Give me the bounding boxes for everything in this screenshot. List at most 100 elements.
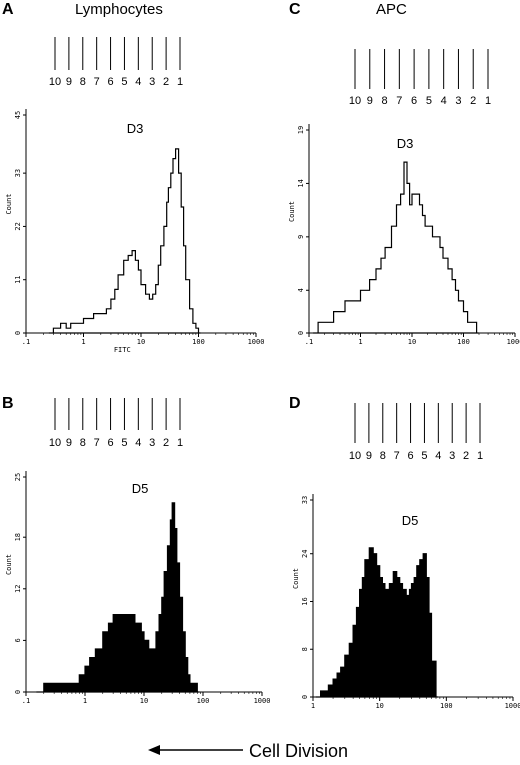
panel-c-division-label: 8 <box>381 95 387 107</box>
panel-c-division-label: 2 <box>470 95 476 107</box>
panel-d-division-label: 7 <box>394 450 400 462</box>
panel-d-y-tick-label: 0 <box>301 695 309 699</box>
panel-b-division-label: 9 <box>66 437 72 449</box>
panel-b-x-tick-label: 1 <box>83 697 87 705</box>
column-title-lymphocytes: Lymphocytes <box>75 1 163 18</box>
panel-b-x-tick-label: 100 <box>197 697 210 705</box>
panel-a-division-label: 4 <box>135 76 141 88</box>
column-title-apc: APC <box>376 1 407 18</box>
panel-a-y-tick-label: 0 <box>14 331 22 335</box>
panel-d-x-tick-label: 1 <box>311 702 315 710</box>
panel-d-x-tick-label: 1000 <box>505 702 520 710</box>
panel-d-y-tick-label: 33 <box>301 496 309 504</box>
panel-c-y-tick-label: 19 <box>297 126 305 134</box>
panel-c-division-label: 1 <box>485 95 491 107</box>
panel-c-division-label: 10 <box>349 95 361 107</box>
panel-d-division-label: 10 <box>349 450 361 462</box>
panel-a-x-tick-label: 10 <box>137 338 145 346</box>
panel-c-x-tick-label: .1 <box>305 338 313 346</box>
panel-b-y-tick-label: 25 <box>14 473 22 481</box>
panel-c-histogram-series <box>313 161 479 334</box>
panel-d-division-label: 6 <box>407 450 413 462</box>
panel-a-division-label: 3 <box>149 76 155 88</box>
panel-c-y-tick-label: 0 <box>297 331 305 335</box>
panel-a-x-tick-label: 100 <box>192 338 205 346</box>
panel-b-y-tick-label: 0 <box>14 690 22 694</box>
panel-a-division-label: 2 <box>163 76 169 88</box>
panel-a-x-label: FITC <box>114 346 131 354</box>
panel-d-division-label: 2 <box>463 450 469 462</box>
panel-b-division-label: 4 <box>135 437 141 449</box>
panel-c-division-label: 4 <box>441 95 447 107</box>
panel-c-title: D3 <box>397 136 414 151</box>
panel-b-division-label: 1 <box>177 437 183 449</box>
panel-d-division-label: 4 <box>435 450 441 462</box>
panel-b-division-label: 5 <box>121 437 127 449</box>
panel-d-division-label: 5 <box>421 450 427 462</box>
panel-b-division-label: 6 <box>107 437 113 449</box>
panel-a-division-label: 8 <box>80 76 86 88</box>
cell-division-label: Cell Division <box>249 741 348 761</box>
panel-d-division-label: 1 <box>477 450 483 462</box>
panel-c-division-label: 6 <box>411 95 417 107</box>
panel-letter-c: C <box>289 1 301 18</box>
panel-a-title: D3 <box>127 121 144 136</box>
panel-a-y-label: Count <box>5 193 13 214</box>
panel-a-x-tick-label: .1 <box>22 338 30 346</box>
panel-b-x-tick-label: 1000 <box>254 697 271 705</box>
panel-d-title: D5 <box>402 513 419 528</box>
panel-d-division-label: 9 <box>366 450 372 462</box>
panel-b-x-tick-label: .1 <box>22 697 30 705</box>
panel-letter-a: A <box>2 1 14 18</box>
panel-a-y-tick-label: 33 <box>14 169 22 177</box>
panel-c-division-label: 7 <box>396 95 402 107</box>
panel-b-y-tick-label: 18 <box>14 533 22 541</box>
panel-c-y-tick-label: 4 <box>297 288 305 292</box>
panel-d-y-label: Count <box>292 568 300 589</box>
panel-d-histogram-series <box>315 547 438 698</box>
panel-c-x-tick-label: 10 <box>408 338 416 346</box>
panel-a-division-label: 1 <box>177 76 183 88</box>
panel-a-y-tick-label: 11 <box>14 275 22 283</box>
panel-d-division-label: 8 <box>380 450 386 462</box>
panel-a-division-label: 7 <box>94 76 100 88</box>
panel-c-y-tick-label: 14 <box>297 179 305 187</box>
panel-a-y-tick-label: 22 <box>14 222 22 230</box>
panel-letter-b: B <box>2 395 14 412</box>
panel-c-division-label: 9 <box>367 95 373 107</box>
panel-c-y-label: Count <box>288 201 296 222</box>
panel-a-histogram-series <box>48 148 201 334</box>
panel-a-x-tick-label: 1000 <box>248 338 265 346</box>
panel-c-x-tick-label: 1 <box>358 338 362 346</box>
panel-a-division-label: 6 <box>107 76 113 88</box>
panel-d-y-tick-label: 24 <box>301 550 309 558</box>
panel-c-division-label: 3 <box>455 95 461 107</box>
panel-b-x-tick-label: 10 <box>140 697 148 705</box>
panel-b-division-label: 2 <box>163 437 169 449</box>
panel-b-division-label: 3 <box>149 437 155 449</box>
panel-letter-d: D <box>289 395 301 412</box>
panel-d-x-tick-label: 10 <box>375 702 383 710</box>
panel-c-division-label: 5 <box>426 95 432 107</box>
panel-b-y-tick-label: 6 <box>14 638 22 642</box>
panel-d-y-tick-label: 8 <box>301 647 309 651</box>
panel-d-x-tick-label: 100 <box>440 702 453 710</box>
panel-a-x-tick-label: 1 <box>81 338 85 346</box>
panel-a-division-label: 10 <box>49 76 61 88</box>
cell-division-arrowhead-icon <box>148 745 160 755</box>
panel-c-x-tick-label: 100 <box>457 338 470 346</box>
panel-b-division-label: 8 <box>80 437 86 449</box>
panel-a-division-label: 5 <box>121 76 127 88</box>
panel-a-division-label: 9 <box>66 76 72 88</box>
panel-d-y-tick-label: 16 <box>301 597 309 605</box>
panel-b-division-label: 10 <box>49 437 61 449</box>
panel-c-y-tick-label: 9 <box>297 235 305 239</box>
panel-b-y-tick-label: 12 <box>14 585 22 593</box>
panel-b-division-label: 7 <box>94 437 100 449</box>
panel-b-y-label: Count <box>5 554 13 575</box>
